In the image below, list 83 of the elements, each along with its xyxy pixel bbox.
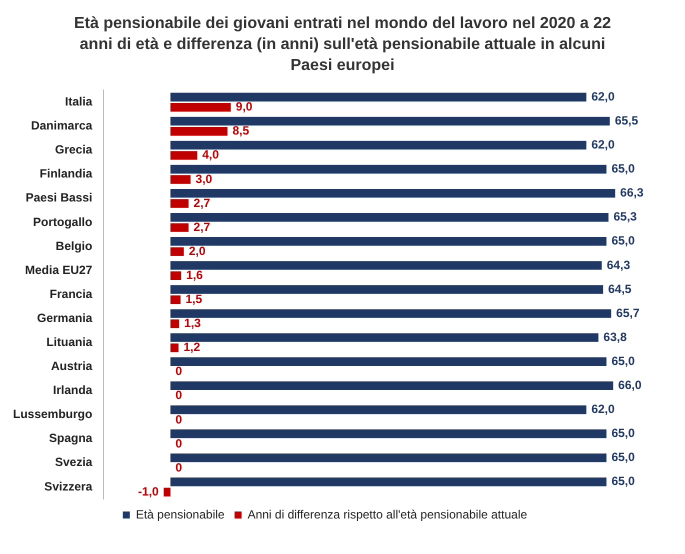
y-tick-label: Portogallo [33, 215, 92, 230]
bar [170, 261, 602, 270]
data-label: 66,3 [620, 186, 644, 200]
bar [170, 213, 608, 222]
data-label: 65,0 [611, 162, 636, 176]
data-label: 62,0 [591, 90, 616, 104]
data-label: 0 [175, 412, 182, 427]
bar [170, 237, 606, 246]
data-label: 62,0 [591, 138, 616, 152]
data-label: 65,5 [614, 114, 638, 128]
y-tick-label: Francia [50, 287, 93, 302]
data-label: 65,0 [611, 426, 636, 440]
bar [170, 296, 180, 304]
data-label: 0 [175, 460, 182, 475]
data-label: 64,5 [608, 282, 632, 296]
data-label: 0 [175, 388, 182, 403]
data-label: 65,0 [611, 354, 636, 368]
data-label: 1,6 [186, 268, 204, 282]
y-tick-label: Media EU27 [24, 263, 93, 278]
bar [170, 224, 189, 232]
y-tick-label: Spagna [49, 432, 93, 446]
data-label: 2,0 [188, 244, 206, 258]
bar [170, 334, 598, 342]
y-tick-label: Danimarca [30, 118, 93, 133]
bar [170, 176, 191, 184]
bar [170, 382, 614, 390]
data-label: 4,0 [202, 148, 220, 162]
data-label: 2,7 [194, 196, 211, 210]
data-label: 62,0 [591, 402, 616, 416]
y-tick-label: Svezia [54, 456, 93, 470]
y-tick-label: Germania [36, 311, 93, 326]
data-label: 65,7 [616, 306, 640, 320]
bar [170, 344, 178, 353]
bar [170, 272, 182, 280]
data-label: 64,3 [606, 258, 630, 272]
legend-label: Anni di differenza rispetto all'età pensionabile attuale [248, 508, 528, 522]
y-tick-label: Paesi Bassi [26, 191, 92, 206]
bar [170, 406, 586, 414]
data-label: 1,5 [185, 292, 202, 306]
y-tick-label: Belgio [56, 239, 92, 254]
y-tick-label: Finlandia [40, 167, 93, 182]
data-label: 65,3 [613, 210, 638, 224]
data-label: 1,3 [184, 316, 202, 330]
bar [170, 454, 606, 463]
data-label: 1,2 [183, 340, 200, 355]
y-tick-label: Lussemburgo [13, 408, 92, 422]
y-tick-label: Svizzera [44, 480, 93, 494]
legend-label: Età pensionabile [136, 508, 225, 522]
data-label: 66,0 [618, 378, 642, 392]
data-label: 65,0 [611, 234, 636, 248]
data-label: 2,7 [194, 220, 211, 234]
bar [170, 165, 606, 174]
y-tick-label: Austria [51, 359, 93, 374]
bar [170, 189, 616, 198]
y-tick-label: Grecia [54, 143, 93, 158]
data-label: 8,5 [232, 124, 250, 138]
bar [170, 141, 586, 150]
bar [164, 488, 170, 497]
bar [170, 430, 606, 439]
bar [170, 200, 189, 208]
data-label: 0 [175, 436, 182, 451]
data-label: 65,0 [611, 474, 636, 489]
bar [170, 286, 604, 294]
y-tick-label: Lituania [46, 335, 93, 350]
y-tick-label: Italia [64, 94, 93, 109]
data-label: 63,8 [603, 330, 628, 344]
y-tick-label: Irlanda [52, 383, 93, 398]
bar [170, 117, 610, 126]
data-label: 65,0 [611, 450, 636, 465]
bar [170, 93, 586, 102]
data-label: 9,0 [236, 100, 253, 114]
data-label: 3,0 [196, 172, 213, 186]
data-label: -1,0 [138, 484, 160, 499]
bar [170, 320, 180, 328]
data-label: 0 [175, 364, 182, 379]
bar [170, 127, 228, 136]
bar [170, 151, 198, 160]
bar [170, 478, 606, 487]
bar [170, 248, 184, 256]
bar [170, 358, 606, 366]
bar [170, 310, 612, 318]
bar [170, 103, 231, 112]
chart-title: Età pensionabile dei giovani entrati nel mondo del lavoro nel 2020 a 22 anni di età e differenza (in anni) sull'età pensionabile attuale in alcuni Paesi europei [72, 14, 612, 76]
